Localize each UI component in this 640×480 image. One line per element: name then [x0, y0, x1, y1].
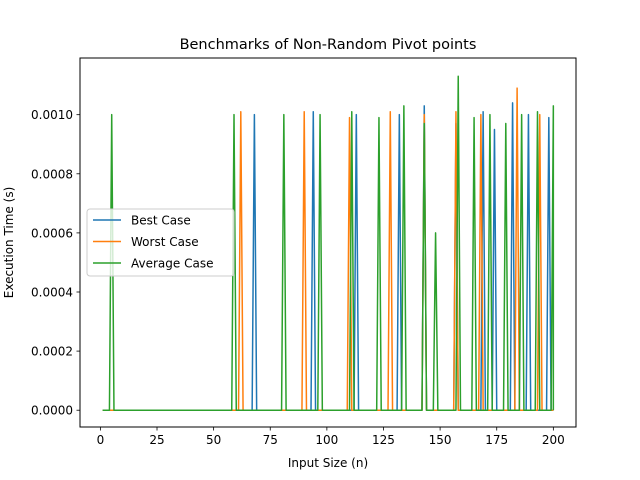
- y-axis-label: Execution Time (s): [2, 187, 16, 299]
- y-tick-label: 0.0004: [31, 286, 73, 300]
- y-axis: 0.0000 0.0002 0.0004 0.0006 0.0008 0.0010: [31, 108, 80, 418]
- x-tick-label: 150: [429, 433, 452, 447]
- x-tick-label: 200: [542, 433, 565, 447]
- y-tick-label: 0.0008: [31, 167, 73, 181]
- y-tick-label: 0.0010: [31, 108, 73, 122]
- x-axis: 0 25 50 75 100 125 150 175 200: [97, 427, 565, 447]
- x-tick-label: 125: [372, 433, 395, 447]
- x-tick-label: 25: [149, 433, 164, 447]
- x-tick-label: 75: [263, 433, 278, 447]
- legend-label-0: Best Case: [131, 214, 191, 228]
- chart-title: Benchmarks of Non-Random Pivot points: [180, 37, 477, 53]
- series-line-2: [102, 75, 555, 411]
- legend-label-2: Average Case: [131, 257, 213, 271]
- y-tick-label: 0.0006: [31, 226, 73, 240]
- x-tick-label: 50: [206, 433, 221, 447]
- x-tick-label: 0: [97, 433, 105, 447]
- y-tick-label: 0.0002: [31, 345, 73, 359]
- plot-area: [102, 75, 555, 411]
- x-axis-label: Input Size (n): [288, 456, 368, 470]
- x-tick-label: 100: [315, 433, 338, 447]
- legend-label-1: Worst Case: [131, 235, 199, 249]
- legend-box: [86, 208, 235, 277]
- legend: Best Case Worst Case Average Case: [86, 208, 235, 277]
- y-tick-label: 0.0000: [31, 404, 73, 418]
- axes-frame: [79, 57, 577, 428]
- x-tick-label: 175: [485, 433, 508, 447]
- series-line-1: [102, 87, 554, 411]
